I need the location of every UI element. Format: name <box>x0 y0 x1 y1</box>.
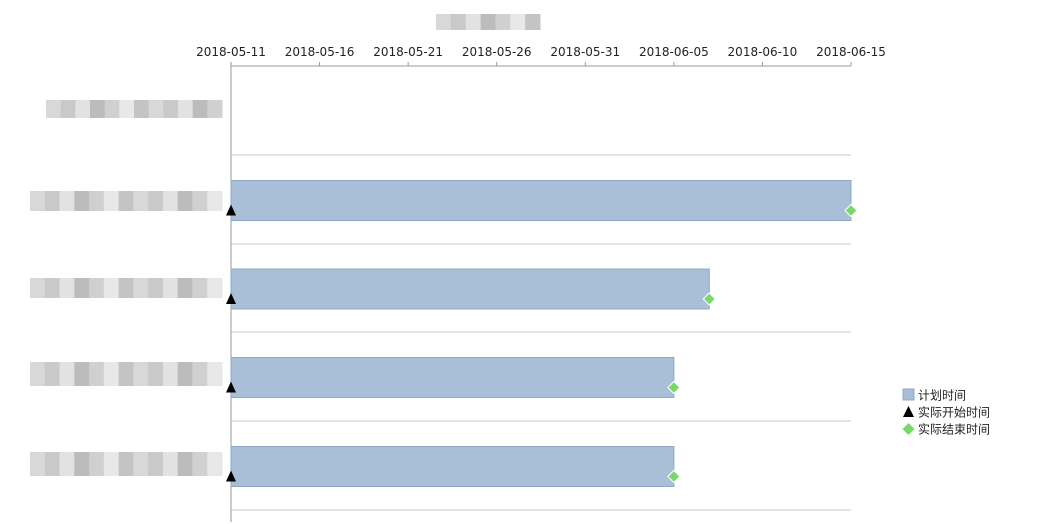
task-label-obscured-2 <box>30 278 223 298</box>
plan-bar-1 <box>230 180 852 221</box>
legend-label-1: 实际开始时间 <box>918 405 990 420</box>
plan-bar-2 <box>230 268 710 310</box>
x-tick-label-2: 2018-05-21 <box>373 45 443 59</box>
legend-swatch-actual-start <box>903 406 914 417</box>
x-tick-label-7: 2018-06-15 <box>816 45 886 59</box>
y-axis-labels <box>30 100 223 476</box>
plan-bar-4 <box>230 446 675 487</box>
legend-label-2: 实际结束时间 <box>918 422 990 437</box>
x-tick-label-6: 2018-06-10 <box>728 45 798 59</box>
actual-start-marker-3 <box>226 381 236 393</box>
task-label-obscured-3 <box>30 362 223 386</box>
legend-swatch-actual-end <box>902 423 915 435</box>
legend-label-0: 计划时间 <box>918 389 966 403</box>
x-axis: 2018-05-11 2018-05-16 2018-05-21 2018-05-26… <box>196 45 886 67</box>
task-label-obscured-1 <box>30 191 223 211</box>
chart-title-obscured <box>436 14 541 30</box>
actual-end-marker-1 <box>844 203 858 218</box>
actual-end-marker-3 <box>667 380 681 395</box>
task-label-obscured-0 <box>46 100 223 118</box>
chart-title-area <box>436 14 541 30</box>
actual-start-marker-1 <box>226 204 236 216</box>
markers <box>226 203 858 484</box>
x-tick-label-0: 2018-05-11 <box>196 45 266 59</box>
task-bars <box>230 180 852 487</box>
legend-swatch-plan <box>902 388 915 401</box>
actual-start-marker-4 <box>226 470 236 482</box>
x-tick-label-4: 2018-05-31 <box>550 45 620 59</box>
actual-end-marker-2 <box>702 292 716 306</box>
x-tick-label-5: 2018-06-05 <box>639 45 709 59</box>
plan-bar-3 <box>230 357 675 398</box>
x-tick-label-1: 2018-05-16 <box>285 45 355 59</box>
actual-start-marker-2 <box>226 293 236 304</box>
actual-end-marker-4 <box>667 469 681 484</box>
task-label-obscured-4 <box>30 452 223 476</box>
x-tick-label-3: 2018-05-26 <box>462 45 532 59</box>
